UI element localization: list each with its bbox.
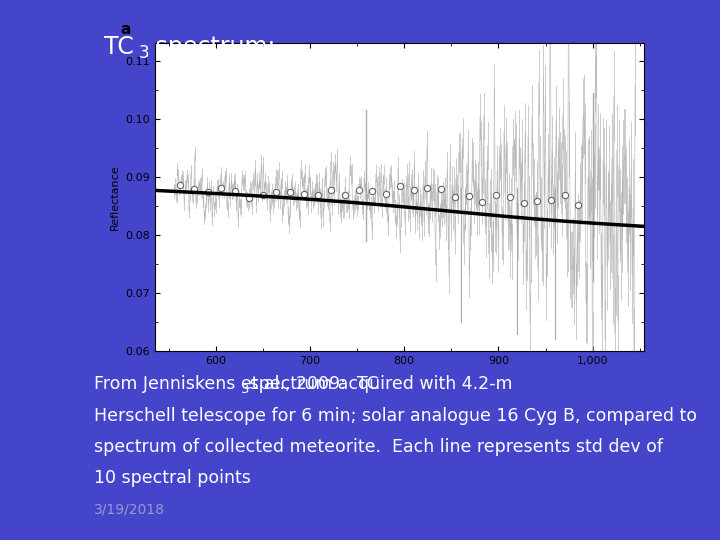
Text: 10 spectral points: 10 spectral points [94,469,251,487]
Text: From Jenniskens et al., 2009:  TC: From Jenniskens et al., 2009: TC [94,375,378,393]
Text: spectrum:: spectrum: [148,35,275,59]
Y-axis label: Reflectance: Reflectance [109,164,120,230]
Text: a: a [120,22,131,37]
Text: spectrum of collected meteorite.  Each line represents std dev of: spectrum of collected meteorite. Each li… [94,438,662,456]
Text: Herschell telescope for 6 min; solar analogue 16 Cyg B, compared to: Herschell telescope for 6 min; solar ana… [94,407,697,424]
Text: 3/19/2018: 3/19/2018 [94,502,165,516]
Text: spectrum acquired with 4.2-m: spectrum acquired with 4.2-m [245,375,513,393]
Text: 3: 3 [139,44,150,62]
Text: 3: 3 [241,383,249,396]
Text: TC: TC [104,35,134,59]
